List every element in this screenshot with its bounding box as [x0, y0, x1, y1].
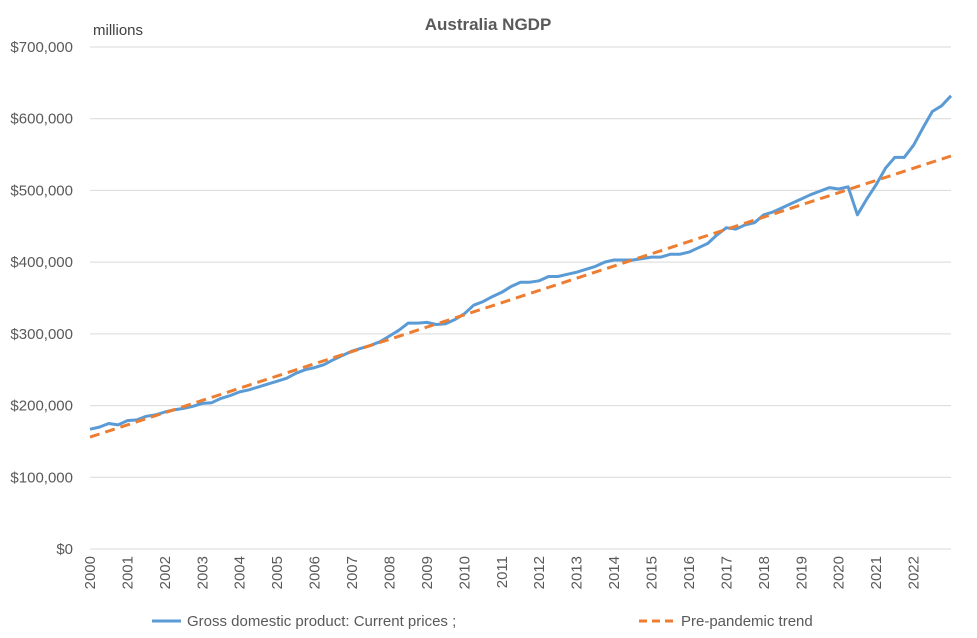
x-tick-label: 2006	[307, 556, 324, 589]
unit-label: millions	[93, 22, 143, 39]
x-tick-label: 2012	[531, 556, 548, 589]
y-tick-label: $700,000	[10, 39, 73, 56]
x-tick-label: 2016	[681, 556, 698, 589]
x-tick-label: 2013	[569, 556, 586, 589]
legend-label-gdp: Gross domestic product: Current prices ;	[187, 613, 456, 630]
legend: Gross domestic product: Current prices ;…	[152, 613, 813, 630]
legend-label-trend: Pre-pandemic trend	[681, 613, 813, 630]
x-tick-label: 2010	[456, 556, 473, 589]
x-tick-label: 2015	[644, 556, 661, 589]
y-tick-label: $400,000	[10, 254, 73, 271]
gridlines	[90, 46, 951, 550]
x-tick-label: 2017	[718, 556, 735, 589]
y-axis-ticks: $0 $100,000 $200,000 $300,000 $400,000 $500,0…	[10, 39, 73, 558]
x-tick-label: 2009	[419, 556, 436, 589]
y-tick-label: $600,000	[10, 111, 73, 128]
x-tick-label: 2003	[194, 556, 211, 589]
x-tick-label: 2008	[381, 556, 398, 589]
x-tick-label: 2014	[606, 556, 623, 589]
y-tick-label: $300,000	[10, 326, 73, 343]
x-tick-label: 2000	[82, 556, 99, 589]
y-tick-label: $500,000	[10, 182, 73, 199]
y-tick-label: $100,000	[10, 469, 73, 486]
series-layer	[89, 94, 953, 439]
series-line-trend	[89, 154, 952, 439]
x-tick-label: 2002	[157, 556, 174, 589]
chart-title: Australia NGDP	[425, 15, 552, 34]
x-axis-ticks: 2000 2001 2002 2003 2004 2005 2006 2007 2008 2009…	[82, 556, 923, 589]
y-tick-label: $0	[56, 541, 73, 558]
x-tick-label: 2007	[344, 556, 361, 589]
x-tick-label: 2001	[119, 556, 136, 589]
x-tick-label: 2020	[831, 556, 848, 589]
x-tick-label: 2018	[756, 556, 773, 589]
x-tick-label: 2011	[494, 556, 511, 588]
x-tick-label: 2022	[906, 556, 923, 589]
x-tick-label: 2019	[793, 556, 810, 589]
x-tick-label: 2021	[868, 556, 885, 589]
x-tick-label: 2005	[269, 556, 286, 589]
series-line-gdp	[89, 94, 953, 431]
x-tick-label: 2004	[232, 556, 249, 589]
y-tick-label: $200,000	[10, 398, 73, 415]
